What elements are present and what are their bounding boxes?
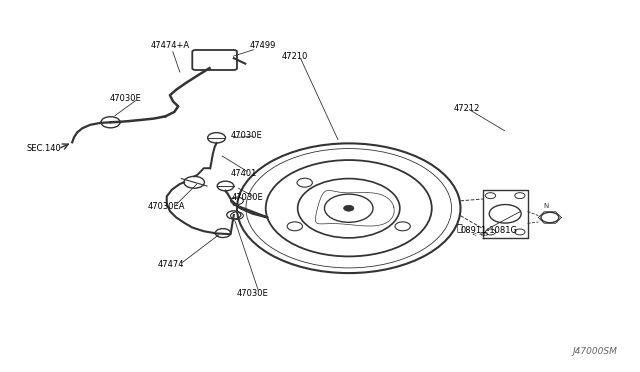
Text: 47401: 47401 bbox=[230, 169, 257, 177]
Text: 08911-1081G: 08911-1081G bbox=[461, 226, 518, 235]
Text: 47030EA: 47030EA bbox=[148, 202, 185, 211]
Text: 47499: 47499 bbox=[250, 41, 276, 50]
Text: < 4D: < 4D bbox=[472, 232, 488, 237]
Text: 47030E: 47030E bbox=[109, 94, 141, 103]
Text: 47474: 47474 bbox=[157, 260, 184, 269]
Text: 47212: 47212 bbox=[454, 104, 481, 113]
Text: 47030E: 47030E bbox=[237, 289, 269, 298]
Text: 47474+A: 47474+A bbox=[151, 41, 190, 50]
Text: SEC.140: SEC.140 bbox=[26, 144, 61, 153]
Circle shape bbox=[344, 205, 354, 211]
Text: N: N bbox=[543, 203, 548, 209]
Text: Ⓝ: Ⓝ bbox=[456, 222, 462, 232]
Text: 47030E: 47030E bbox=[232, 193, 264, 202]
Text: 47030E: 47030E bbox=[230, 131, 262, 141]
Text: J47000SM: J47000SM bbox=[572, 347, 617, 356]
Text: 47210: 47210 bbox=[282, 52, 308, 61]
